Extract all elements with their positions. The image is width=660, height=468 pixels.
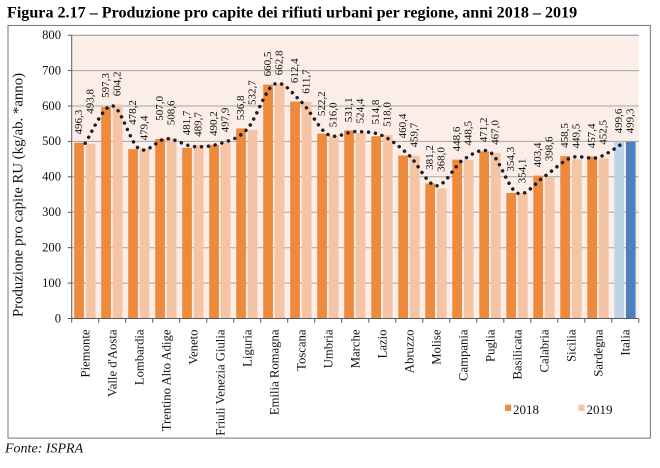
svg-text:452,5: 452,5 bbox=[598, 120, 610, 145]
svg-text:Marche: Marche bbox=[349, 329, 363, 368]
svg-text:448,5: 448,5 bbox=[463, 120, 475, 145]
svg-text:Sicilia: Sicilia bbox=[565, 329, 579, 362]
svg-text:Trentino Alto Adige: Trentino Alto Adige bbox=[160, 329, 174, 431]
svg-text:660,5: 660,5 bbox=[262, 51, 274, 76]
svg-text:499,6: 499,6 bbox=[613, 108, 625, 133]
svg-text:467,0: 467,0 bbox=[490, 120, 502, 145]
svg-text:522,2: 522,2 bbox=[316, 91, 328, 116]
svg-text:100: 100 bbox=[42, 276, 61, 290]
svg-text:Fonte: ISPRA: Fonte: ISPRA bbox=[4, 442, 84, 457]
svg-text:Lazio: Lazio bbox=[376, 330, 390, 359]
svg-text:531,1: 531,1 bbox=[343, 97, 355, 122]
svg-text:Italia: Italia bbox=[619, 329, 633, 355]
svg-text:Abruzzo: Abruzzo bbox=[403, 330, 417, 374]
svg-text:354,1: 354,1 bbox=[517, 159, 529, 184]
svg-text:516,0: 516,0 bbox=[328, 102, 340, 127]
svg-text:2019: 2019 bbox=[587, 402, 613, 417]
svg-text:800: 800 bbox=[42, 28, 61, 42]
svg-text:Campania: Campania bbox=[457, 329, 471, 381]
svg-text:Calabria: Calabria bbox=[538, 329, 552, 372]
svg-text:458,5: 458,5 bbox=[559, 123, 571, 148]
svg-text:471,2: 471,2 bbox=[478, 117, 490, 142]
svg-text:514,8: 514,8 bbox=[370, 99, 382, 124]
svg-text:403,4: 403,4 bbox=[532, 142, 544, 167]
svg-text:2018: 2018 bbox=[513, 402, 539, 417]
svg-text:Emilia Romagna: Emilia Romagna bbox=[268, 329, 282, 415]
svg-text:Puglia: Puglia bbox=[484, 329, 498, 362]
svg-text:518,0: 518,0 bbox=[382, 102, 394, 127]
svg-text:489,7: 489,7 bbox=[193, 112, 205, 137]
svg-text:497,9: 497,9 bbox=[220, 107, 232, 132]
svg-text:Toscana: Toscana bbox=[295, 329, 309, 371]
svg-text:600: 600 bbox=[42, 99, 61, 113]
svg-text:459,7: 459,7 bbox=[409, 122, 421, 147]
svg-text:Produzione pro capite RU (kg/a: Produzione pro capite RU (kg/ab. *anno) bbox=[10, 73, 26, 317]
svg-text:0: 0 bbox=[55, 311, 61, 325]
svg-text:597,3: 597,3 bbox=[100, 73, 112, 98]
svg-text:Liguria: Liguria bbox=[241, 329, 255, 367]
svg-text:611,7: 611,7 bbox=[301, 69, 313, 94]
svg-text:496,3: 496,3 bbox=[73, 109, 85, 134]
svg-text:398,6: 398,6 bbox=[544, 136, 556, 161]
svg-text:536,8: 536,8 bbox=[235, 95, 247, 120]
svg-text:Veneto: Veneto bbox=[187, 330, 201, 365]
svg-text:493,8: 493,8 bbox=[85, 89, 97, 114]
svg-text:700: 700 bbox=[42, 63, 61, 77]
svg-text:507,0: 507,0 bbox=[154, 96, 166, 121]
svg-text:612,4: 612,4 bbox=[289, 58, 301, 83]
svg-text:Umbria: Umbria bbox=[322, 329, 336, 368]
svg-text:490,2: 490,2 bbox=[208, 111, 220, 136]
svg-text:368,0: 368,0 bbox=[436, 147, 448, 172]
svg-text:460,4: 460,4 bbox=[397, 113, 409, 138]
svg-text:Friuli Venezia Giulia: Friuli Venezia Giulia bbox=[214, 329, 228, 436]
svg-text:508,6: 508,6 bbox=[166, 100, 178, 125]
svg-text:Molise: Molise bbox=[430, 329, 444, 365]
svg-text:481,7: 481,7 bbox=[181, 110, 193, 135]
svg-text:448,6: 448,6 bbox=[451, 126, 463, 151]
svg-text:Basilicata: Basilicata bbox=[511, 329, 525, 379]
svg-text:499,3: 499,3 bbox=[625, 108, 637, 133]
svg-text:524,4: 524,4 bbox=[355, 98, 367, 123]
svg-text:Piemonte: Piemonte bbox=[79, 329, 93, 377]
svg-text:Valle d'Aosta: Valle d'Aosta bbox=[106, 329, 120, 397]
svg-text:300: 300 bbox=[42, 205, 61, 219]
svg-text:532,7: 532,7 bbox=[247, 80, 259, 105]
svg-text:478,2: 478,2 bbox=[127, 100, 139, 125]
svg-text:400: 400 bbox=[42, 170, 61, 184]
svg-text:354,3: 354,3 bbox=[505, 146, 517, 171]
svg-text:Lombardia: Lombardia bbox=[133, 329, 147, 385]
svg-text:662,8: 662,8 bbox=[274, 50, 286, 75]
svg-text:604,2: 604,2 bbox=[112, 72, 124, 97]
svg-text:479,4: 479,4 bbox=[139, 115, 151, 140]
svg-text:Figura 2.17 – Produzione pro c: Figura 2.17 – Produzione pro capite dei … bbox=[7, 5, 577, 22]
svg-text:457,4: 457,4 bbox=[586, 123, 598, 148]
svg-text:200: 200 bbox=[42, 241, 61, 255]
svg-text:381,2: 381,2 bbox=[424, 145, 436, 170]
svg-text:Sardegna: Sardegna bbox=[592, 329, 606, 377]
svg-text:500: 500 bbox=[42, 134, 61, 148]
svg-text:449,5: 449,5 bbox=[571, 123, 583, 148]
